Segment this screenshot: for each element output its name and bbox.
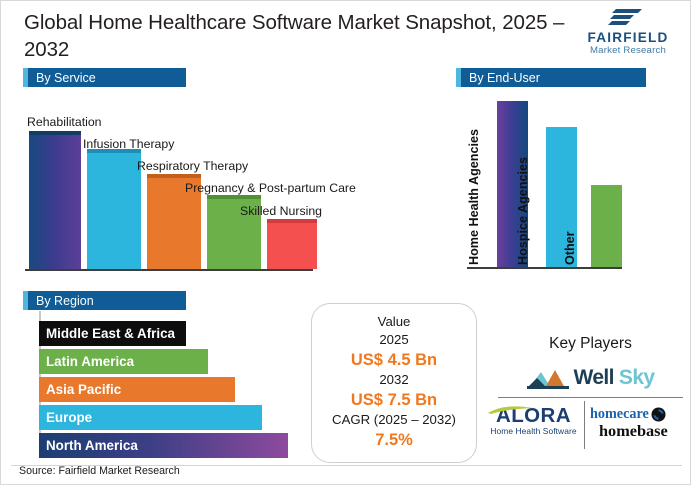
value-card-forecast-year: 2032 [379, 372, 409, 387]
footer-divider [11, 465, 682, 466]
logo-homecare-homebase: homecare homebase [590, 406, 687, 440]
bar-north-america: North America [39, 433, 288, 458]
section-tab-accent [23, 68, 28, 87]
key-players-title: Key Players [549, 335, 632, 352]
logo-wellsky: Well Sky [498, 363, 683, 393]
section-header-label: By End-User [461, 68, 646, 87]
wellsky-name-secondary: Sky [618, 366, 655, 389]
bar-label-middle-east-africa: Middle East & Africa [46, 326, 175, 341]
bar-respiratory-therapy [147, 174, 201, 269]
value-card-base-value: US$ 4.5 Bn [350, 351, 438, 369]
value-card-cagr-label: CAGR (2025 – 2032) [332, 412, 456, 427]
bar-label-europe: Europe [46, 410, 93, 425]
bar-hospice-agencies [546, 127, 577, 267]
alora-swoosh-icon [488, 406, 533, 414]
homebase-name-primary: homecare [590, 406, 649, 422]
section-header-label: By Region [28, 291, 186, 310]
bar-label-infusion-therapy: Infusion Therapy [83, 137, 175, 151]
page-title: Global Home Healthcare Software Market S… [24, 11, 565, 61]
wellsky-name-primary: Well [573, 366, 615, 389]
section-header-by-region: By Region [23, 291, 186, 310]
fairfield-f-icon [608, 9, 642, 25]
bar-label-north-america: North America [46, 438, 138, 453]
bar-label-latin-america: Latin America [46, 354, 135, 369]
key-players-divider-vertical [584, 401, 585, 449]
value-card-title: Value [377, 314, 411, 329]
bar-home-health-agencies [497, 101, 528, 267]
section-tab-accent [23, 291, 28, 310]
wellsky-mountain-icon [526, 370, 569, 389]
bar-label-respiratory-therapy: Respiratory Therapy [137, 159, 249, 173]
key-players-divider-horizontal [498, 397, 683, 398]
chart-baseline [25, 269, 313, 271]
bar-label-skilled-nursing: Skilled Nursing [240, 204, 323, 218]
value-card-base-year: 2025 [379, 332, 409, 347]
fairfield-logo: FAIRFIELD Market Research [580, 9, 676, 56]
bar-infusion-therapy [87, 149, 141, 269]
bar-rehabilitation [29, 131, 81, 269]
bar-label-home-health-agencies: Home Health Agencies [467, 128, 481, 265]
bar-label-pregnancy-postpartum: Pregnancy & Post-partum Care [185, 181, 356, 195]
section-header-label: By Service [28, 68, 186, 87]
bar-label-asia-pacific: Asia Pacific [46, 382, 122, 397]
bar-middle-east-africa: Middle East & Africa [39, 321, 186, 346]
market-value-card: Value 2025 US$ 4.5 Bn 2032 US$ 7.5 Bn CA… [311, 303, 477, 463]
alora-name: ALORA [496, 404, 571, 427]
section-header-by-end-user: By End-User [456, 68, 646, 87]
bar-label-other: Other [563, 231, 577, 265]
bar-pregnancy-postpartum-care [207, 195, 261, 269]
bar-skilled-nursing [267, 219, 317, 269]
value-card-cagr-value: 7.5% [375, 431, 413, 449]
chart-by-service: Rehabilitation Infusion Therapy Respirat… [25, 111, 356, 271]
chart-by-end-user: Home Health Agencies Hospice Agencies Ot… [467, 101, 627, 269]
bar-label-hospice-agencies: Hospice Agencies [516, 156, 530, 265]
bar-latin-america: Latin America [39, 349, 208, 374]
chart-baseline [467, 267, 622, 269]
logo-alora: ALORA Home Health Software [486, 405, 581, 437]
fairfield-logo-tagline: Market Research [589, 45, 667, 56]
source-note: Source: Fairfield Market Research [19, 465, 180, 477]
section-tab-accent [456, 68, 461, 87]
homebase-globe-icon [651, 407, 666, 422]
bar-other [591, 185, 622, 267]
alora-tagline: Home Health Software [490, 426, 577, 436]
bar-asia-pacific: Asia Pacific [39, 377, 235, 402]
section-header-by-service: By Service [23, 68, 186, 87]
fairfield-logo-name: FAIRFIELD [587, 30, 669, 45]
bar-europe: Europe [39, 405, 262, 430]
homebase-name-secondary: homebase [599, 421, 668, 440]
bar-label-rehabilitation: Rehabilitation [27, 115, 102, 129]
value-card-forecast-value: US$ 7.5 Bn [350, 391, 438, 409]
